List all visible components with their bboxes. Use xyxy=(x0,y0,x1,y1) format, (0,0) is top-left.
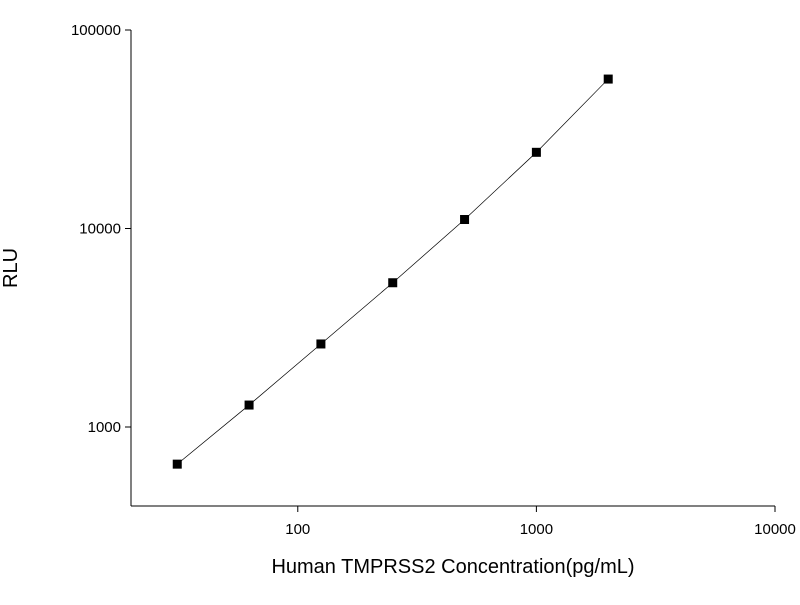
y-axis-label: RLU xyxy=(0,248,22,288)
data-point xyxy=(531,147,541,157)
x-tick-label: 10000 xyxy=(754,521,796,538)
data-point xyxy=(388,278,398,288)
data-point xyxy=(603,74,613,84)
x-axis-label: Human TMPRSS2 Concentration(pg/mL) xyxy=(271,556,634,578)
data-point xyxy=(460,215,470,225)
fit-line xyxy=(177,78,609,465)
y-tick-label: 1000 xyxy=(88,419,121,436)
x-tick-label: 100 xyxy=(285,521,310,538)
data-point xyxy=(172,459,182,469)
data-point xyxy=(316,339,326,349)
x-tick-label: 1000 xyxy=(520,521,553,538)
y-tick-label: 10000 xyxy=(79,221,121,238)
y-tick-label: 100000 xyxy=(71,22,121,39)
data-point xyxy=(244,400,254,410)
